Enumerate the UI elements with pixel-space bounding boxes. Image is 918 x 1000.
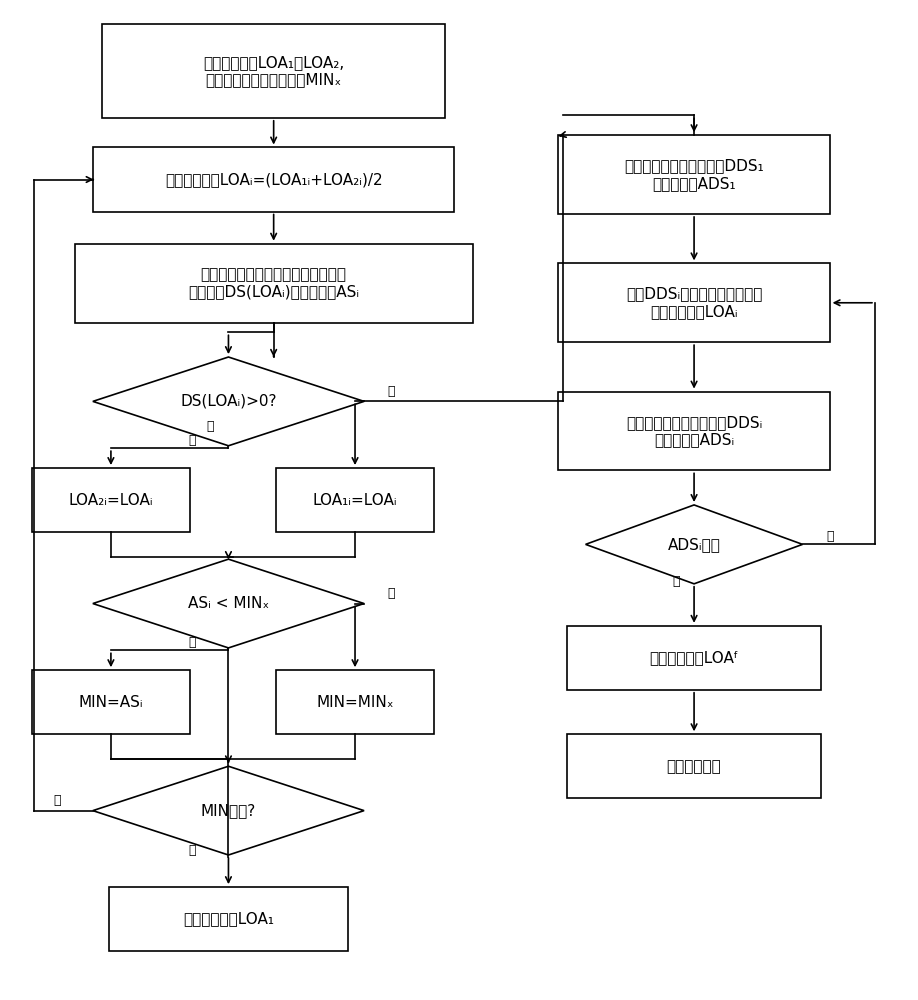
Text: ADSᵢ最小: ADSᵢ最小 — [667, 537, 721, 552]
Polygon shape — [586, 505, 802, 584]
Text: 否: 否 — [387, 385, 395, 398]
Polygon shape — [93, 766, 364, 855]
Text: LOA₂ᵢ=LOAᵢ: LOA₂ᵢ=LOAᵢ — [69, 493, 153, 508]
Text: MIN=ASᵢ: MIN=ASᵢ — [79, 695, 143, 710]
Text: 计算与目标射程的距离差DDS₁
及其绝对值ADS₁: 计算与目标射程的距离差DDS₁ 及其绝对值ADS₁ — [624, 158, 764, 191]
Bar — [93, 147, 454, 212]
Bar — [108, 887, 348, 951]
Text: 是: 是 — [188, 434, 196, 447]
Bar — [276, 468, 434, 532]
Text: MIN最小?: MIN最小? — [201, 803, 256, 818]
Bar — [567, 626, 821, 690]
Text: DS(LOAᵢ)>0?: DS(LOAᵢ)>0? — [180, 394, 276, 409]
Bar — [567, 734, 821, 798]
Polygon shape — [93, 357, 364, 446]
Bar — [276, 670, 434, 734]
Bar — [558, 392, 830, 470]
Text: 计算平均射角LOAᵢ=(LOA₁ᵢ+LOA₂ᵢ)/2: 计算平均射角LOAᵢ=(LOA₁ᵢ+LOA₂ᵢ)/2 — [165, 172, 383, 187]
Text: 计算平均射角对应的射程与目标射程
的距离差DS(LOAᵢ)及其绝对值ASᵢ: 计算平均射角对应的射程与目标射程 的距离差DS(LOAᵢ)及其绝对值ASᵢ — [188, 267, 359, 299]
Text: 否: 否 — [387, 587, 395, 600]
Text: 是: 是 — [207, 420, 214, 433]
Polygon shape — [93, 559, 364, 648]
Bar — [558, 135, 830, 214]
Bar — [32, 468, 190, 532]
Bar — [102, 24, 445, 118]
Text: 是: 是 — [188, 636, 196, 649]
Bar — [32, 670, 190, 734]
Text: 计算侧向偏差: 计算侧向偏差 — [666, 759, 722, 774]
Text: 否: 否 — [53, 794, 61, 807]
Text: 计算与目标射程的距离差DDSᵢ
及其绝对值ADSᵢ: 计算与目标射程的距离差DDSᵢ 及其绝对值ADSᵢ — [626, 415, 762, 447]
Text: MIN=MINₓ: MIN=MINₓ — [317, 695, 394, 710]
Text: 根据DDSᵢ确定合适的步长，并
重新计算射角LOAᵢ: 根据DDSᵢ确定合适的步长，并 重新计算射角LOAᵢ — [626, 287, 762, 319]
Text: 输出最终射角LOAᶠ: 输出最终射角LOAᶠ — [649, 650, 739, 665]
Text: 否: 否 — [826, 530, 834, 543]
Bar — [74, 244, 473, 323]
Text: 输出初始射角LOA₁: 输出初始射角LOA₁ — [183, 912, 274, 927]
Text: ASᵢ < MINₓ: ASᵢ < MINₓ — [188, 596, 269, 611]
Text: 是: 是 — [672, 575, 679, 588]
Bar — [558, 263, 830, 342]
Text: 输入初始射角LOA₁与LOA₂,
以及与目标射程的距离差MINₓ: 输入初始射角LOA₁与LOA₂, 以及与目标射程的距离差MINₓ — [203, 55, 344, 87]
Text: 是: 是 — [188, 844, 196, 857]
Text: LOA₁ᵢ=LOAᵢ: LOA₁ᵢ=LOAᵢ — [313, 493, 397, 508]
